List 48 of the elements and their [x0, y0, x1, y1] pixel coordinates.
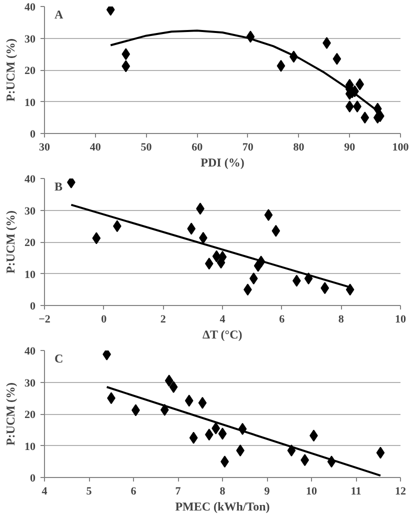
y-axis-title: P:UCM (%): [4, 382, 18, 446]
y-tick-label: 30: [24, 33, 36, 46]
x-tick-label: 9: [264, 486, 270, 498]
y-tick-label: 10: [24, 96, 36, 109]
x-tick-label: 11: [350, 486, 362, 498]
y-tick-label: 40: [24, 2, 36, 14]
x-axis-title: PMEC (kWh/Ton): [175, 500, 270, 514]
annotation: A: [54, 8, 64, 22]
x-tick-label: 8: [220, 486, 226, 498]
y-tick-label: 40: [24, 346, 36, 358]
x-tick-label: 4: [220, 314, 226, 326]
x-tick-label: 6: [279, 314, 286, 326]
x-tick-label: 2: [160, 314, 166, 326]
y-tick-label: 30: [24, 377, 36, 390]
x-tick-label: 60: [192, 142, 204, 154]
x-tick-label: 4: [42, 486, 48, 498]
x-tick-label: 70: [242, 142, 254, 154]
x-tick-label: 50: [140, 142, 152, 154]
x-tick-label: 40: [90, 142, 102, 154]
y-tick-label: 0: [30, 128, 36, 140]
y-tick-label: 10: [24, 440, 36, 453]
x-axis-title: PDI (%): [200, 156, 244, 170]
x-axis-title: ΔT (°C): [202, 328, 242, 342]
y-tick-label: 30: [24, 205, 36, 218]
x-tick-label: 100: [392, 142, 410, 154]
y-tick-label: 40: [24, 174, 36, 186]
y-tick-label: 20: [24, 65, 36, 77]
x-tick-label: −2: [38, 314, 51, 326]
y-axis-title: P:UCM (%): [4, 210, 18, 274]
x-tick-label: 5: [86, 486, 92, 498]
x-tick-label: 0: [101, 314, 108, 326]
annotation: B: [54, 180, 63, 194]
x-tick-label: 8: [338, 314, 344, 326]
y-axis-title: P:UCM (%): [4, 38, 18, 102]
x-tick-label: 6: [130, 486, 137, 498]
y-tick-label: 0: [30, 300, 36, 312]
x-tick-label: 30: [39, 142, 50, 154]
y-tick-label: 20: [24, 237, 36, 249]
x-tick-label: 90: [344, 142, 356, 154]
y-tick-label: 10: [24, 268, 36, 281]
y-tick-label: 0: [30, 472, 36, 484]
y-tick-label: 20: [24, 409, 36, 421]
x-tick-label: 12: [395, 486, 406, 498]
annotation: C: [54, 352, 64, 366]
x-tick-label: 10: [395, 314, 406, 326]
x-tick-label: 7: [175, 486, 182, 498]
x-tick-label: 80: [293, 142, 305, 154]
x-tick-label: 10: [306, 486, 318, 498]
